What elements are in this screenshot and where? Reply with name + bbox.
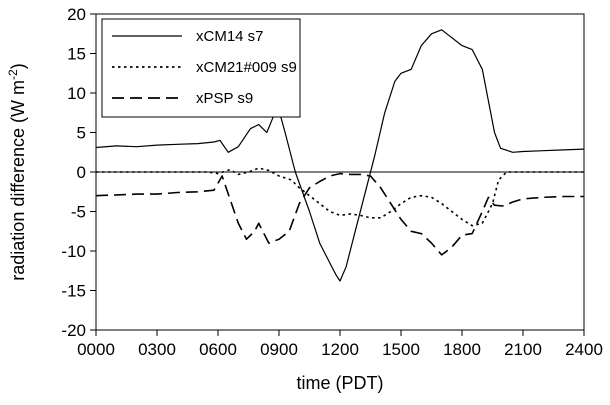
x-axis-title: time (PDT): [297, 373, 384, 393]
y-tick-label-3: 5: [77, 124, 86, 143]
x-tick-label-2: 0600: [199, 340, 237, 359]
legend-label-xcm14: xCM14 s7: [196, 28, 264, 45]
y-tick-label-0: 20: [67, 5, 86, 24]
x-tick-label-5: 1500: [382, 340, 420, 359]
legend-box: [101, 18, 301, 118]
x-tick-label-0: 0000: [77, 340, 115, 359]
legend-label-xcm21: xCM21#009 s9: [196, 59, 297, 76]
series-line-2: [95, 172, 584, 256]
y-axis-ticks: 20 15 10 5 0 -5 -10 -15 -20: [61, 5, 96, 340]
series-line-0: [95, 29, 585, 282]
x-tick-label-7: 2100: [504, 340, 542, 359]
y-tick-label-1: 15: [67, 45, 86, 64]
y-tick-label-2: 10: [67, 84, 86, 103]
legend-label-xpsp: xPSP s9: [196, 90, 253, 107]
series-line-1: [96, 167, 584, 227]
y-tick-label-5: -5: [71, 203, 86, 222]
x-axis-ticks: 0000 0300 0600 0900 1200 1500 1800 2100 2400: [77, 330, 603, 359]
y-axis-title-exponent: -2: [6, 69, 20, 80]
x-tick-label-1: 0300: [138, 340, 176, 359]
x-tick-label-6: 1800: [443, 340, 481, 359]
y-tick-label-4: 0: [77, 163, 86, 182]
legend: xCM14 s7 xCM21#009 s9 xPSP s9: [101, 18, 301, 118]
y-axis-title: radiation difference (W m-2): [6, 63, 28, 280]
x-tick-label-8: 2400: [565, 340, 603, 359]
y-axis-title-close: ): [8, 63, 28, 69]
y-axis-title-main: radiation difference (W m: [8, 80, 28, 281]
series-layer: [95, 29, 585, 282]
x-tick-label-3: 0900: [260, 340, 298, 359]
y-tick-label-6: -10: [61, 242, 86, 261]
y-tick-label-8: -20: [61, 321, 86, 340]
x-tick-label-4: 1200: [321, 340, 359, 359]
y-tick-label-7: -15: [61, 282, 86, 301]
